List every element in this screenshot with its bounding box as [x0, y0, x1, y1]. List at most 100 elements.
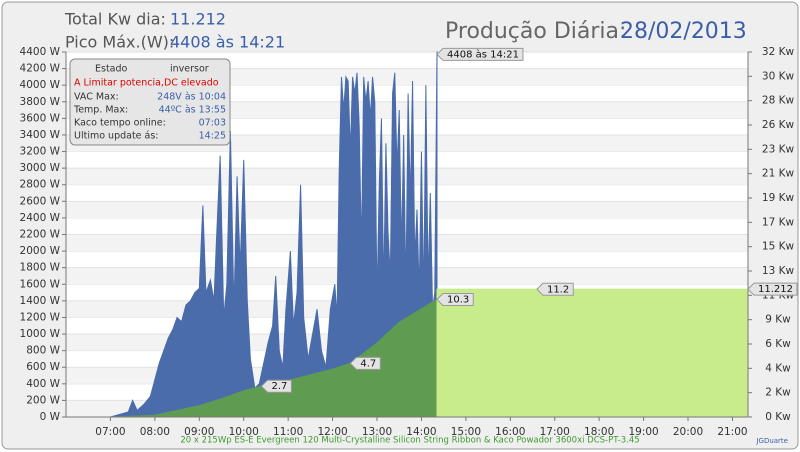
footer-caption: 20 x 215Wp ES-E Evergreen 120 Multi-Crys… [180, 436, 639, 446]
x-tick-label: 08:00 [140, 426, 170, 438]
status-value: 248V às 10:04 [157, 92, 226, 103]
x-tick-label: 14:00 [406, 426, 436, 438]
y2-tick-label: 9 Kw [765, 314, 791, 326]
status-value: 14:25 [199, 131, 226, 142]
y2-tick-label: 26 Kw [762, 119, 795, 131]
y2-tick-label: 15 Kw [762, 241, 795, 253]
x-tick-label: 17:00 [540, 426, 570, 438]
x-tick-label: 20:00 [673, 426, 703, 438]
y2-tick-label: 21 Kw [762, 168, 795, 180]
annotation-label: 10.3 [447, 295, 469, 306]
y-tick-label: 3600 W [20, 112, 61, 124]
peak-label: Pico Máx.(W): [65, 33, 174, 52]
annotation-label: 4408 às 14:21 [447, 48, 519, 60]
status-key: Ultimo update ás: [74, 131, 159, 142]
status-title: Estado [95, 64, 128, 75]
y2-tick-label: 13 Kw [762, 265, 795, 277]
annotation: 10.3 [436, 293, 474, 307]
x-tick-label: 10:00 [229, 426, 259, 438]
status-value: 44ºC às 13:55 [159, 105, 226, 116]
grid-band [66, 134, 748, 152]
annotation-tag [747, 282, 798, 296]
y-tick-label: 2600 W [20, 195, 61, 207]
annotation-label: 11.2 [547, 284, 569, 295]
y-tick-label: 4200 W [20, 63, 61, 75]
total-value: 11.212 [170, 10, 226, 29]
y2-tick-label: 32 Kw [762, 46, 795, 58]
x-tick-label: 09:00 [184, 426, 214, 438]
x-tick-label: 18:00 [584, 426, 614, 438]
y2-tick-label: 17 Kw [762, 216, 795, 228]
y2-tick-label: 19 Kw [762, 192, 795, 204]
y2-tick-label: 0 Kw [765, 411, 791, 423]
annotation-tag [436, 47, 524, 61]
annotation: 4408 às 14:21 [436, 47, 524, 61]
y-tick-label: 3000 W [20, 162, 61, 174]
annotation: 11.212 [747, 282, 798, 296]
y-tick-label: 2000 W [20, 245, 61, 257]
annotation-tag [536, 282, 574, 296]
status-state: A Limitar potencia,DC elevado [74, 78, 219, 89]
y2-tick-label: 23 Kw [762, 143, 795, 155]
area [110, 298, 438, 418]
y2-tick-label: 4 Kw [765, 362, 791, 374]
y-tick-label: 2800 W [20, 179, 61, 191]
status-box: Estado inversor A Limitar potencia,DC el… [69, 58, 231, 146]
annotation: 4.7 [349, 356, 381, 370]
y2-tick-label: 6 Kw [765, 338, 791, 350]
y-tick-label: 3800 W [20, 96, 61, 108]
y-tick-label: 1000 W [20, 328, 61, 340]
x-tick-label: 13:00 [362, 426, 392, 438]
annotation-tag [349, 356, 381, 370]
y-tick-label: 2200 W [20, 229, 61, 241]
total-label: Total Kw dia: [64, 10, 166, 29]
y-tick-label: 0 W [40, 411, 61, 423]
date: 28/02/2013 [620, 19, 747, 44]
annotation: 11.2 [536, 282, 574, 296]
y-tick-label: 1400 W [20, 295, 61, 307]
y-tick-label: 3400 W [20, 129, 61, 141]
y-tick-label: 2400 W [20, 212, 61, 224]
annotation-label: 2.7 [271, 381, 287, 392]
y2-tick-label: 2 Kw [765, 387, 791, 399]
annotation-label: 4.7 [360, 358, 376, 369]
status-frame [69, 58, 231, 146]
area [110, 51, 438, 418]
y-tick-label: 4000 W [20, 79, 61, 91]
area [436, 288, 749, 418]
peak-value: 4408 às 14:21 [170, 33, 285, 52]
y-tick-label: 400 W [26, 378, 60, 390]
status-key: VAC Max: [74, 92, 119, 103]
y-tick-label: 1800 W [20, 262, 61, 274]
annotation-label: 11.212 [758, 284, 793, 295]
x-tick-label: 11:00 [273, 426, 303, 438]
status-key: Temp. Max: [73, 105, 128, 116]
y-tick-label: 4400 W [20, 46, 61, 58]
y-tick-label: 600 W [26, 361, 60, 373]
x-tick-label: 12:00 [317, 426, 347, 438]
x-tick-label: 21:00 [717, 426, 747, 438]
grid-band [66, 68, 748, 86]
y2-tick-label: 30 Kw [762, 70, 795, 82]
annotation: 2.7 [260, 379, 292, 393]
status-key: Kaco tempo online: [74, 118, 166, 129]
y-tick-label: 3200 W [20, 146, 61, 158]
y-tick-label: 1200 W [20, 311, 61, 323]
footer-author: JGDuarte [755, 437, 788, 445]
status-value: 07:03 [199, 118, 226, 129]
x-tick-label: 16:00 [495, 426, 525, 438]
x-tick-label: 07:00 [95, 426, 125, 438]
y2-tick-label: 28 Kw [762, 95, 795, 107]
annotation-tag [436, 293, 474, 307]
x-tick-label: 19:00 [628, 426, 658, 438]
status-title: inversor [170, 64, 209, 75]
title: Produção Diária: [445, 19, 626, 44]
annotation-tag [260, 379, 292, 393]
y-tick-label: 1600 W [20, 278, 61, 290]
y-tick-label: 800 W [26, 345, 60, 357]
x-tick-label: 15:00 [451, 426, 481, 438]
plot: 0 W 200 W 400 W 600 W 800 W 1000 W 1200 W 1400 … [20, 46, 798, 438]
y-tick-label: 200 W [26, 394, 60, 406]
